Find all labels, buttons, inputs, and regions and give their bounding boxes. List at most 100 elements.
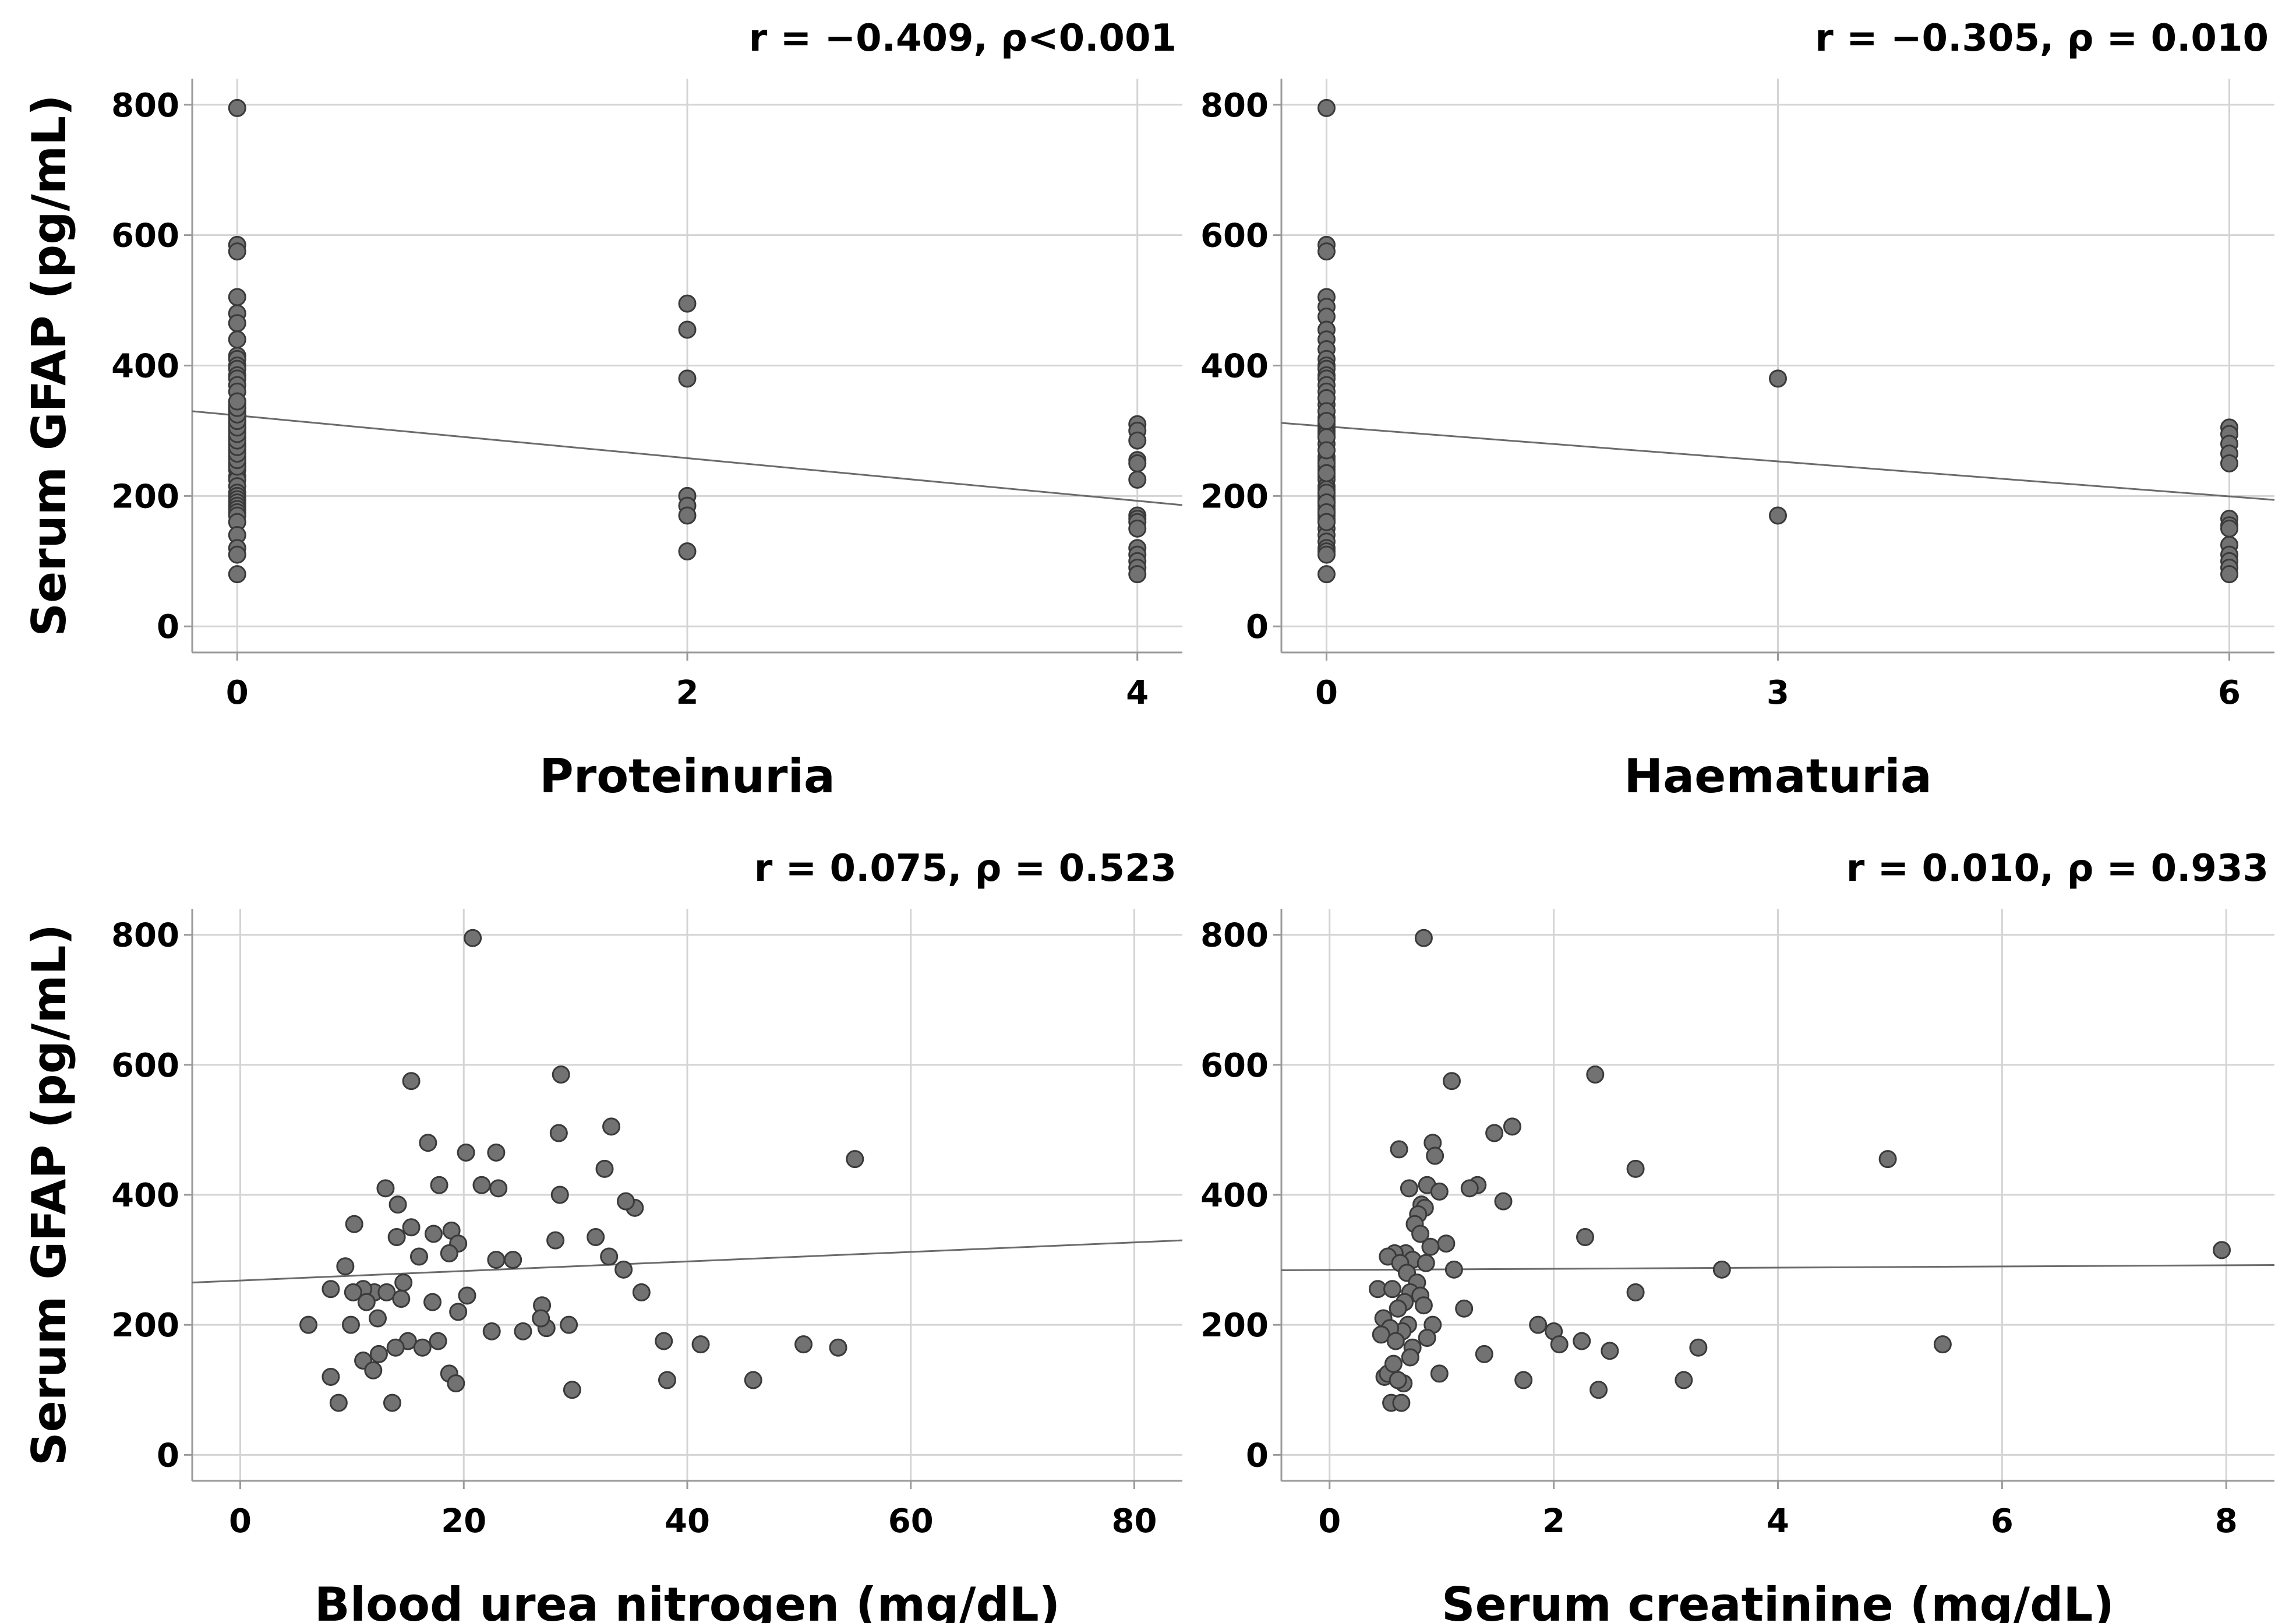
- regression-line: [1281, 422, 2275, 501]
- x-tick-label: 0: [226, 674, 249, 712]
- x-tick-label: 0: [229, 1502, 252, 1540]
- x-axis-title: Blood urea nitrogen (mg/dL): [315, 1578, 1061, 1623]
- data-point: [1443, 1072, 1461, 1091]
- data-point: [560, 1315, 578, 1334]
- y-tick-label: 0: [157, 608, 179, 646]
- data-point: [357, 1293, 376, 1311]
- data-point: [1589, 1381, 1608, 1399]
- data-point: [402, 1072, 421, 1091]
- data-point: [482, 1322, 501, 1340]
- y-tick-label: 400: [1200, 1177, 1269, 1215]
- data-point: [532, 1309, 550, 1328]
- data-point: [1401, 1348, 1419, 1367]
- data-point: [794, 1335, 813, 1354]
- y-tick-label: 200: [111, 478, 179, 516]
- data-point: [1503, 1117, 1521, 1136]
- data-point: [2220, 565, 2238, 584]
- data-point: [1529, 1315, 1548, 1334]
- data-point: [1414, 1296, 1433, 1315]
- data-point: [1933, 1335, 1952, 1354]
- data-point: [1390, 1140, 1408, 1159]
- correlation-label: r = −0.409, ρ<0.001: [749, 17, 1177, 60]
- data-point: [1317, 464, 1336, 482]
- data-point: [394, 1273, 413, 1292]
- data-point: [600, 1247, 619, 1266]
- data-point: [1386, 1332, 1405, 1350]
- data-point: [2213, 1241, 2231, 1259]
- y-tick-label: 800: [111, 87, 179, 125]
- y-tick-label: 0: [157, 1437, 179, 1474]
- correlation-label: r = −0.305, ρ = 0.010: [1815, 17, 2269, 60]
- data-point: [329, 1393, 348, 1412]
- data-point: [430, 1176, 448, 1194]
- data-point: [489, 1179, 508, 1198]
- data-point: [429, 1332, 447, 1350]
- data-point: [1392, 1393, 1411, 1412]
- y-tick-label: 0: [1246, 1437, 1269, 1474]
- data-point: [563, 1381, 581, 1399]
- data-point: [1317, 513, 1336, 531]
- data-point: [1383, 1280, 1402, 1299]
- data-point: [602, 1117, 621, 1136]
- data-point: [1444, 1260, 1463, 1279]
- data-point: [228, 242, 246, 261]
- y-tick-label: 600: [1200, 217, 1269, 255]
- data-point: [369, 1345, 388, 1363]
- data-point: [487, 1143, 506, 1162]
- data-point: [1586, 1065, 1605, 1084]
- panel-serum-creatinine: 0 2 4 6 8 0 200 400 600 800 r = 0.010, ρ = 0.933 Se…: [1200, 847, 2275, 1623]
- data-point: [299, 1315, 318, 1334]
- data-point: [678, 506, 697, 525]
- y-axis-title: Serum GFAP (pg/mL): [22, 94, 76, 636]
- data-point: [678, 320, 697, 339]
- data-point: [1384, 1354, 1403, 1373]
- data-point: [1417, 1254, 1435, 1272]
- x-axis-title: Serum creatinine (mg/dL): [1442, 1578, 2114, 1623]
- data-point: [1626, 1283, 1645, 1301]
- data-point: [1400, 1179, 1418, 1198]
- data-point: [364, 1361, 383, 1379]
- x-tick-label: 2: [1542, 1502, 1565, 1540]
- data-point: [1576, 1228, 1595, 1247]
- data-point: [514, 1322, 532, 1340]
- data-point: [1485, 1124, 1504, 1142]
- data-point: [1769, 506, 1787, 525]
- y-tick-label: 0: [1246, 608, 1269, 646]
- data-point: [228, 330, 246, 349]
- data-point: [464, 929, 482, 947]
- data-point: [336, 1257, 355, 1276]
- data-point: [1573, 1332, 1591, 1350]
- y-tick-label: 400: [1200, 348, 1269, 386]
- data-point: [387, 1228, 406, 1247]
- x-tick-label: 4: [1767, 1502, 1789, 1540]
- data-point: [504, 1251, 522, 1269]
- data-point: [228, 545, 246, 564]
- data-point: [1460, 1179, 1479, 1198]
- data-point: [377, 1283, 396, 1301]
- data-point: [1317, 242, 1336, 261]
- data-point: [744, 1371, 762, 1389]
- data-point: [457, 1143, 475, 1162]
- data-point: [228, 98, 246, 117]
- data-point: [1494, 1192, 1513, 1211]
- data-point: [228, 314, 246, 333]
- y-tick-label: 400: [111, 1177, 179, 1215]
- data-point: [1878, 1150, 1897, 1169]
- x-axis-title: Proteinuria: [539, 749, 835, 803]
- x-axis-title: Haematuria: [1624, 749, 1932, 803]
- data-point: [388, 1195, 407, 1214]
- data-point: [1389, 1371, 1407, 1389]
- y-tick-label: 800: [1200, 917, 1269, 955]
- data-point: [487, 1251, 506, 1269]
- data-point: [1317, 98, 1336, 117]
- data-point: [369, 1309, 387, 1328]
- x-tick-label: 3: [1767, 674, 1789, 712]
- data-point: [655, 1332, 673, 1350]
- data-point: [423, 1293, 442, 1311]
- data-point: [614, 1260, 633, 1279]
- data-point: [2220, 519, 2238, 538]
- y-tick-label: 200: [1200, 478, 1269, 516]
- data-point: [1475, 1345, 1493, 1363]
